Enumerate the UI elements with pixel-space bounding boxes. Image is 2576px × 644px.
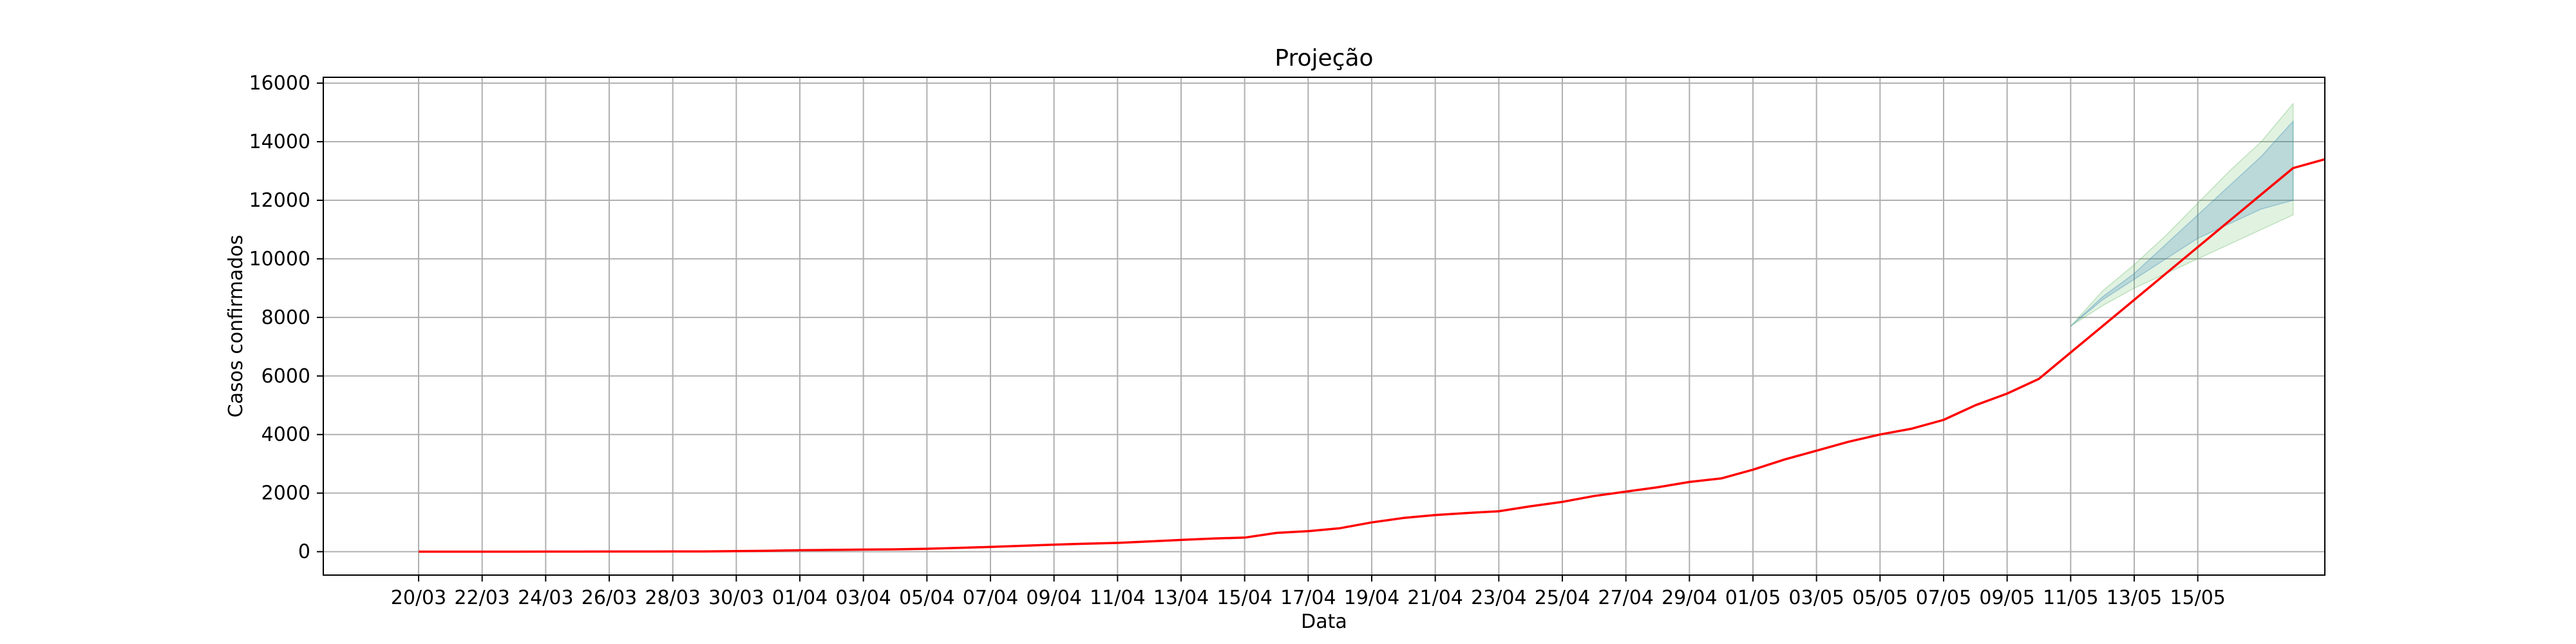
y-tick-label: 8000 [261, 307, 310, 329]
series-lines [419, 158, 2325, 553]
x-tick-label: 01/04 [772, 587, 828, 609]
x-tick-label: 03/05 [1788, 587, 1844, 609]
y-axis: 0 2000 4000 6000 8000 10000 12000 14000 16000 [249, 72, 323, 564]
series-line [419, 158, 2325, 553]
x-tick-label: 07/05 [1916, 587, 1971, 609]
chart-title: Projeção [1274, 45, 1373, 71]
plot-area [323, 77, 2325, 575]
x-tick-label: 29/04 [1662, 587, 1717, 609]
y-tick-label: 14000 [249, 131, 310, 153]
x-tick-label: 19/04 [1344, 587, 1399, 609]
x-tick-label: 26/03 [582, 587, 637, 609]
confidence-band [2070, 102, 2294, 327]
x-tick-label: 23/04 [1471, 587, 1526, 609]
confidence-bands [2070, 102, 2294, 327]
x-tick-label: 30/03 [708, 587, 764, 609]
x-tick-label: 22/03 [454, 587, 509, 609]
grid [323, 77, 2325, 575]
y-axis-title: Casos confirmados [225, 235, 247, 418]
x-tick-label: 15/05 [2170, 587, 2225, 609]
x-tick-label: 09/05 [1979, 587, 2034, 609]
y-tick-label: 4000 [261, 424, 310, 446]
x-tick-label: 24/03 [518, 587, 573, 609]
x-tick-label: 07/04 [963, 587, 1018, 609]
plot-frame [323, 77, 2325, 576]
x-tick-label: 05/05 [1852, 587, 1908, 609]
y-tick-label: 2000 [261, 482, 310, 505]
x-tick-label: 15/04 [1217, 587, 1272, 609]
y-tick-label: 16000 [249, 72, 310, 95]
x-tick-label: 11/04 [1090, 587, 1145, 609]
y-tick-label: 6000 [261, 365, 310, 388]
x-tick-label: 09/04 [1026, 587, 1081, 609]
x-tick-label: 17/04 [1280, 587, 1336, 609]
x-tick-label: 25/04 [1535, 587, 1590, 609]
x-tick-label: 20/03 [391, 587, 446, 609]
x-tick-label: 13/05 [2107, 587, 2162, 609]
x-tick-label: 03/04 [835, 587, 891, 609]
x-axis-title: Data [1301, 611, 1347, 633]
y-tick-label: 0 [298, 541, 310, 564]
x-tick-label: 27/04 [1598, 587, 1653, 609]
confidence-band [2070, 120, 2294, 327]
x-axis: 20/03 22/03 24/03 26/03 28/03 30/03 01/04 03/04… [391, 575, 2226, 609]
x-tick-label: 05/04 [899, 587, 954, 609]
x-tick-label: 21/04 [1407, 587, 1463, 609]
x-tick-label: 01/05 [1725, 587, 1781, 609]
y-tick-label: 10000 [249, 248, 310, 270]
x-tick-label: 13/04 [1153, 587, 1209, 609]
x-tick-label: 11/05 [2043, 587, 2098, 609]
x-tick-label: 28/03 [645, 587, 700, 609]
y-tick-label: 12000 [249, 189, 310, 212]
